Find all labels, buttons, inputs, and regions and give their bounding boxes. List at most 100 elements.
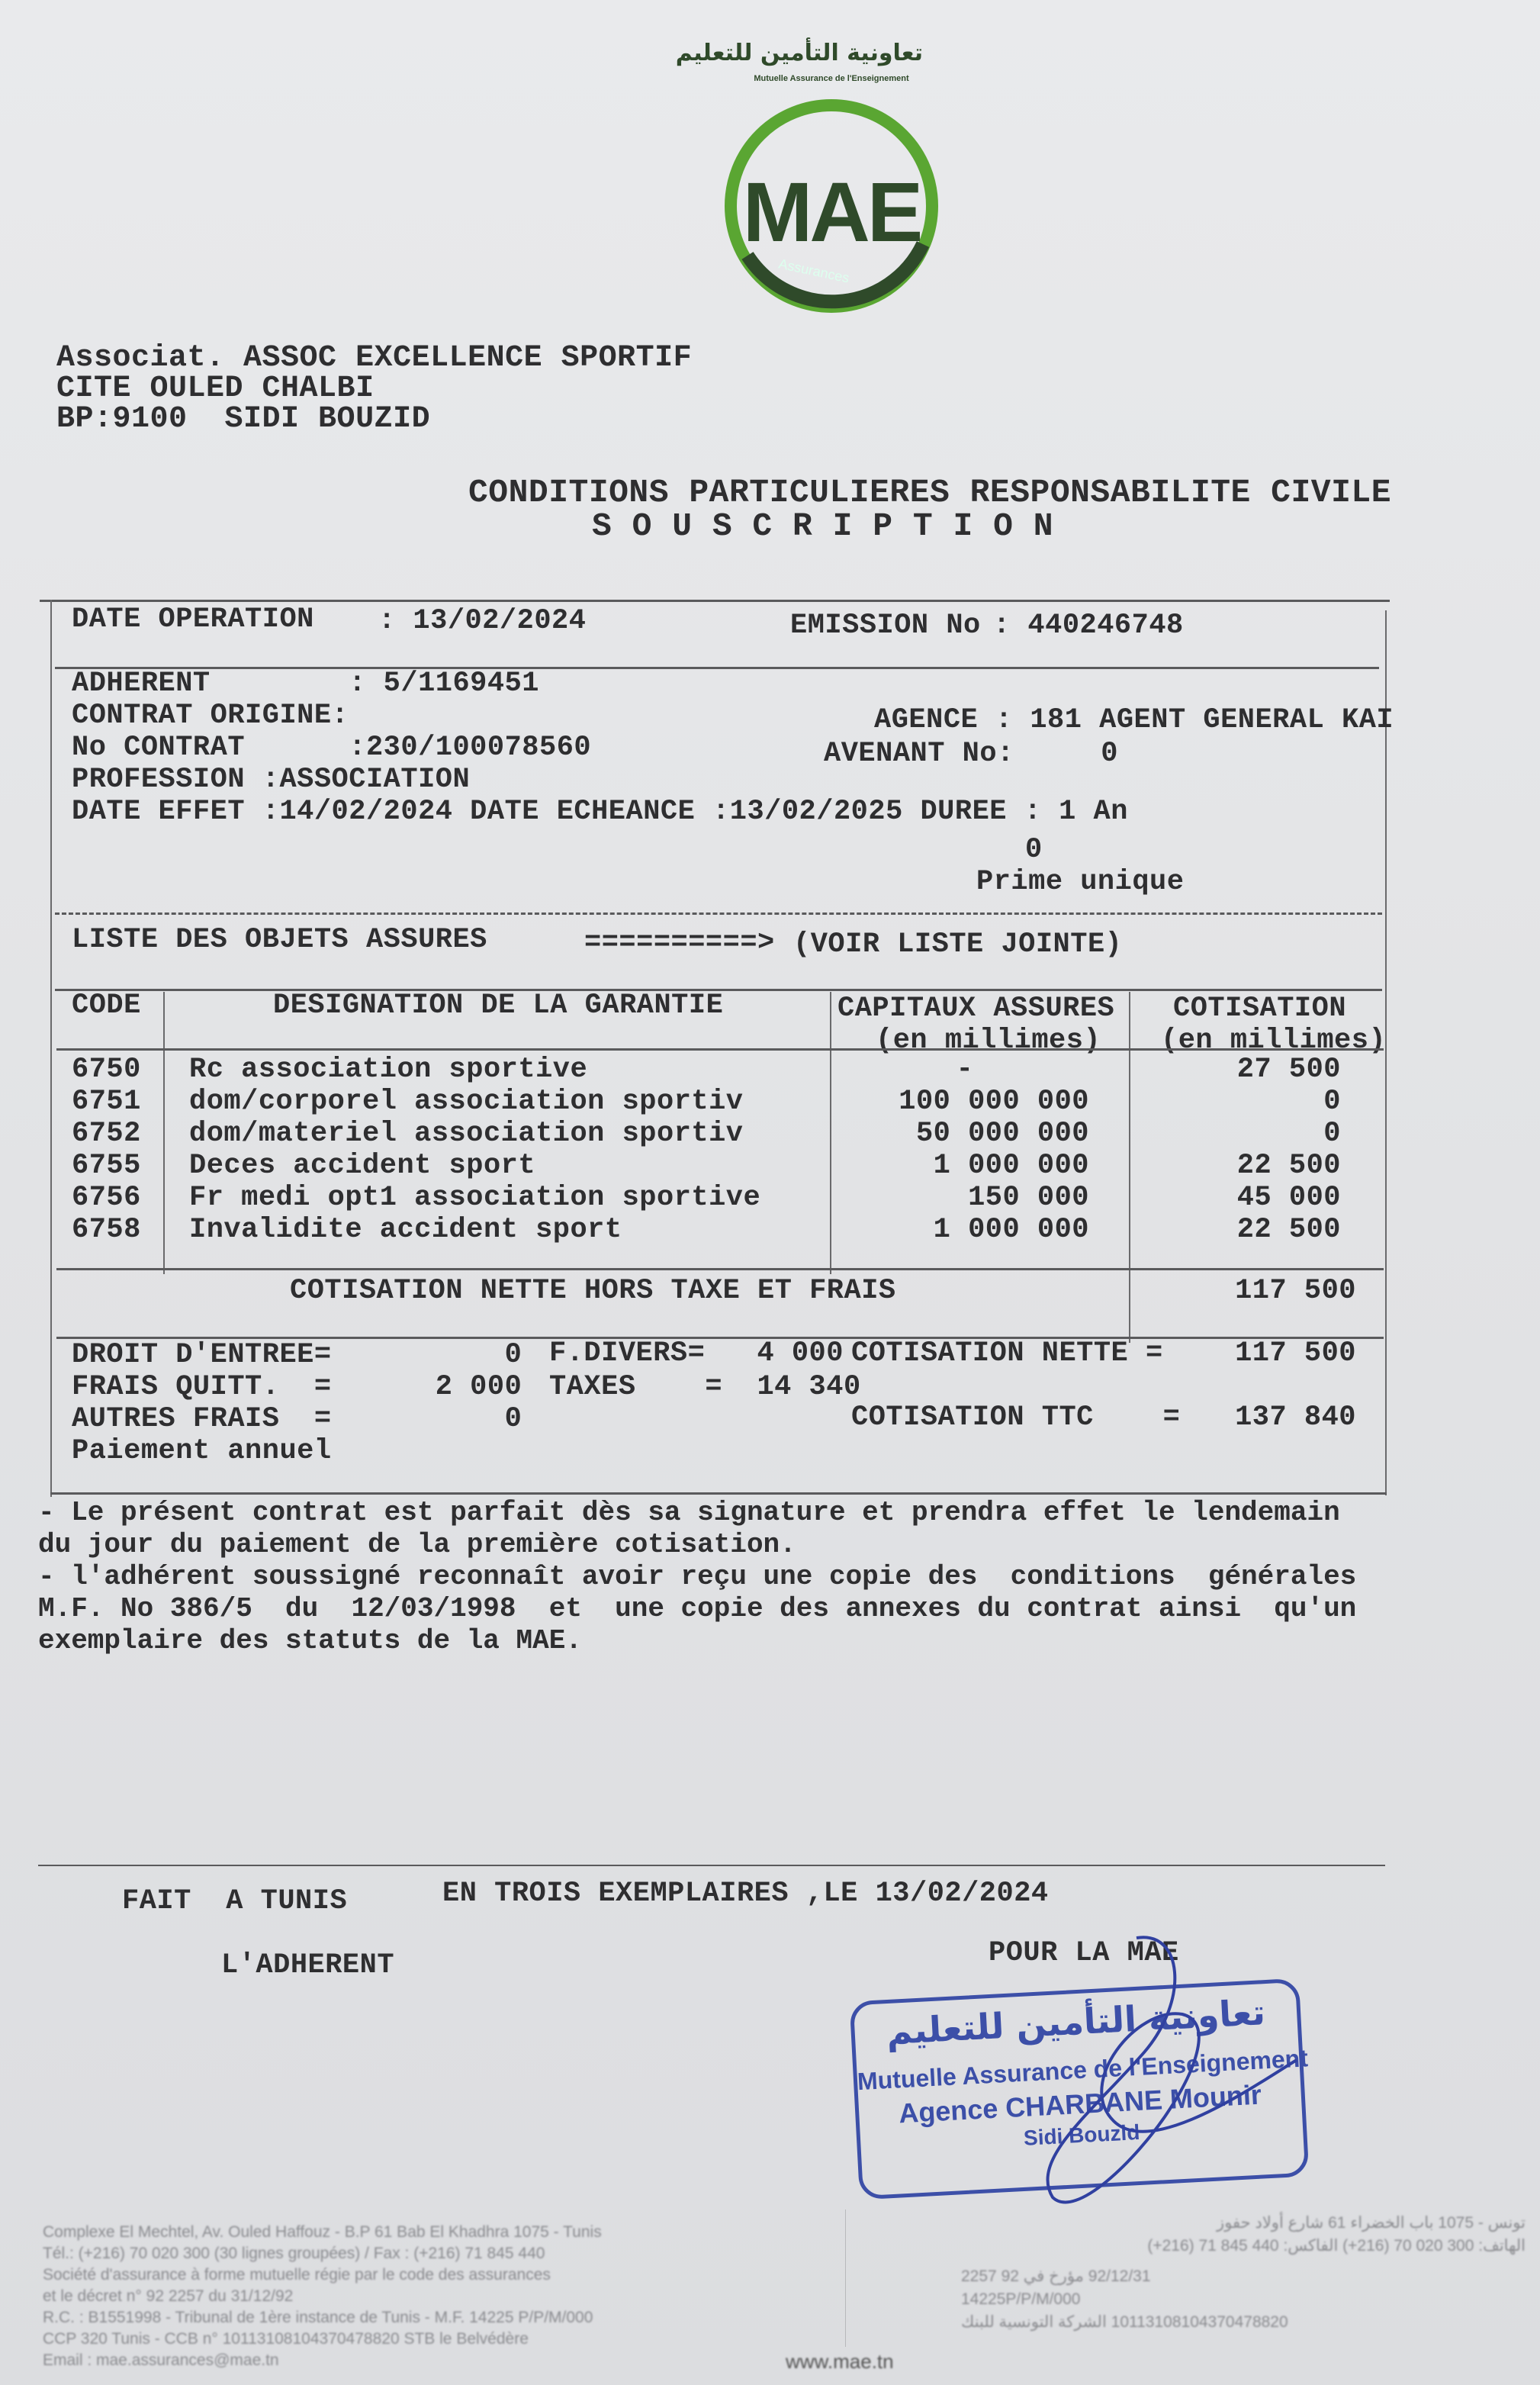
paiement: Paiement annuel [72,1435,332,1467]
net-bottom-border [56,1337,1384,1339]
footer-right-line-5: 10113108104370478820 الشركة التونسية للب… [961,2313,1288,2331]
no-contrat-field: No CONTRAT :230/100078560 [72,732,592,764]
row-capitaux: 150 000 [968,1182,1089,1214]
document-title: CONDITIONS PARTICULIERES RESPONSABILITE … [468,474,1391,511]
date-operation-label: DATE OPERATION [72,603,314,636]
row-cotisation: 22 500 [1236,1214,1341,1246]
box-right-border [1385,610,1387,1495]
col-divider-capitaux [1129,992,1130,1343]
logo-subtitle: Mutuelle Assurance de l'Enseignement [754,74,909,83]
box-top-border [40,600,1390,602]
row-capitaux: 1 000 000 [933,1150,1089,1182]
row-cotisation: 0 [1323,1118,1341,1150]
row-code: 6755 [72,1150,141,1182]
objects-arrow: ==========> [584,927,775,959]
footer-left-line-5: R.C. : B1551998 - Tribunal de 1ère insta… [43,2309,593,2326]
row-code: 6751 [72,1086,141,1118]
address-line-1: Associat. ASSOC EXCELLENCE SPORTIF [56,341,693,375]
items-bottom-border [56,1268,1384,1270]
objects-value: (VOIR LISTE JOINTE) [793,929,1123,961]
footer-left-line-2: Tél.: (+216) 70 020 300 (30 lignes group… [43,2245,545,2262]
cotisation-ttc-label: COTISATION TTC = [851,1402,1181,1434]
prime-unique: Prime unique [976,866,1185,898]
header-cotisation: COTISATION [1173,993,1347,1025]
row-code: 6758 [72,1214,141,1246]
header-capitaux-unit: (en millimes) [876,1025,1101,1057]
net-value: 117 500 [1235,1275,1356,1307]
cotisation-nette-label: COTISATION NETTE = [851,1337,1163,1370]
objects-label: LISTE DES OBJETS ASSURES [72,924,487,956]
box-bottom-border [50,1492,1387,1495]
profession-field: PROFESSION :ASSOCIATION [72,764,471,796]
row-designation: Fr medi opt1 association sportive [189,1182,761,1214]
autres-frais: AUTRES FRAIS = 0 [72,1403,522,1435]
adherent-field: ADHERENT : 5/1169451 [72,668,539,700]
box-left-border [50,600,52,1497]
handwritten-signature [1046,1936,1298,2204]
row-cotisation: 22 500 [1236,1150,1341,1182]
row-capitaux: 100 000 000 [899,1086,1089,1118]
trois-exemplaires: EN TROIS EXEMPLAIRES ,LE 13/02/2024 [442,1878,1049,1910]
footer-website[interactable]: www.mae.tn [786,2350,894,2373]
row-capitaux: 1 000 000 [933,1214,1089,1246]
terms-line-1: - Le présent contrat est parfait dès sa … [38,1497,1340,1528]
header-divider [55,667,1379,669]
fait-a-tunis: FAIT A TUNIS [122,1885,348,1917]
signature-divider [38,1865,1385,1866]
col-divider-code [163,992,165,1274]
row-cotisation: 0 [1323,1086,1341,1118]
logo-mark: MAE [742,166,923,259]
row-designation: dom/materiel association sportiv [189,1118,744,1150]
row-designation: dom/corporel association sportiv [189,1086,744,1118]
header-code: CODE [72,990,141,1022]
droit-entree: DROIT D'ENTREE= 0 [72,1339,522,1371]
header-cotisation-unit: (en millimes) [1161,1025,1387,1057]
row-cotisation: 45 000 [1236,1182,1341,1214]
dates-field: DATE EFFET :14/02/2024 DATE ECHEANCE :13… [72,796,1128,828]
row-designation: Invalidite accident sport [189,1214,622,1246]
header-designation: DESIGNATION DE LA GARANTIE [273,990,724,1022]
col-divider-designation [830,992,831,1274]
zero-value: 0 [1025,834,1043,866]
net-label: COTISATION NETTE HORS TAXE ET FRAIS [290,1275,896,1307]
footer-right-line-4: 14225P/P/M/000 [961,2290,1081,2308]
emission-label: EMISSION No [790,610,981,642]
footer-left-line-7: Email : mae.assurances@mae.tn [43,2351,279,2369]
agence-field: AGENCE : 181 AGENT GENERAL KAI [874,704,1394,736]
taxes: TAXES = 14 340 [549,1371,861,1403]
logo-ring-icon [725,99,938,313]
date-operation-value: : 13/02/2024 [378,605,587,637]
row-code: 6750 [72,1054,141,1086]
footer-right-line-2: الهاتف: 300 020 70 (216+) الفاكس: 440 84… [1147,2237,1526,2255]
f-divers: F.DIVERS= 4 000 [549,1337,844,1370]
footer-left-line-3: Société d'assurance à forme mutuelle rég… [43,2266,551,2284]
row-designation: Rc association sportive [189,1054,588,1086]
terms-line-5: exemplaire des statuts de la MAE. [38,1625,582,1656]
terms-line-4: M.F. No 386/5 du 12/03/1998 et une copie… [38,1593,1357,1624]
header-underline [56,1048,1384,1051]
terms-line-3: - l'adhérent soussigné reconnaît avoir r… [38,1561,1357,1592]
logo-arabic: تعاونية التأمين للتعليم [675,40,923,66]
contrat-origine-field: CONTRAT ORIGINE: [72,700,349,732]
address-line-3: BP:9100 SIDI BOUZID [56,402,431,436]
document-subtitle: S O U S C R I P T I O N [592,507,1053,545]
frais-quitt: FRAIS QUITT. = 2 000 [72,1371,522,1403]
footer-right-line-1: تونس - 1075 باب الخضراء 61 شارع أولاد حف… [1217,2214,1526,2232]
footer-left-line-6: CCP 320 Tunis - CCB n° 10113108104370478… [43,2330,529,2348]
header-capitaux: CAPITAUX ASSURES [838,993,1115,1025]
terms-line-2: du jour du paiement de la première cotis… [38,1529,796,1560]
footer-divider [845,2210,846,2347]
row-designation: Deces accident sport [189,1150,536,1182]
cotisation-ttc-value: 137 840 [1235,1402,1356,1434]
footer-left-line-4: et le décret n° 92 2257 du 31/12/92 [43,2287,294,2305]
footer-right-line-3: 92/12/31 مؤرخ في 92 2257 [961,2268,1151,2285]
mae-logo: تعاونية التأمين للتعليم Mutuelle Assuran… [675,40,976,324]
cotisation-nette-value: 117 500 [1235,1337,1356,1370]
adherent-signature-label: L'ADHERENT [221,1949,395,1981]
row-capitaux: - [956,1054,974,1086]
footer-left-line-1: Complexe El Mechtel, Av. Ouled Haffouz -… [43,2223,602,2241]
address-line-2: CITE OULED CHALBI [56,372,375,406]
row-cotisation: 27 500 [1236,1054,1341,1086]
dashed-divider [55,912,1382,915]
avenant-field: AVENANT No: 0 [824,738,1118,770]
